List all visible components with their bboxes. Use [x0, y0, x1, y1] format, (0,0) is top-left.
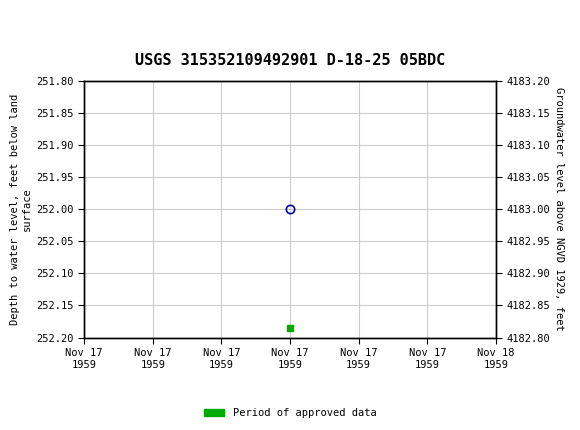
Y-axis label: Groundwater level above NGVD 1929, feet: Groundwater level above NGVD 1929, feet — [554, 87, 564, 331]
Text: USGS 315352109492901 D-18-25 05BDC: USGS 315352109492901 D-18-25 05BDC — [135, 53, 445, 68]
Text: ≋ USGS: ≋ USGS — [3, 12, 57, 26]
Y-axis label: Depth to water level, feet below land
surface: Depth to water level, feet below land su… — [10, 94, 32, 325]
Legend: Period of approved data: Period of approved data — [200, 404, 380, 423]
